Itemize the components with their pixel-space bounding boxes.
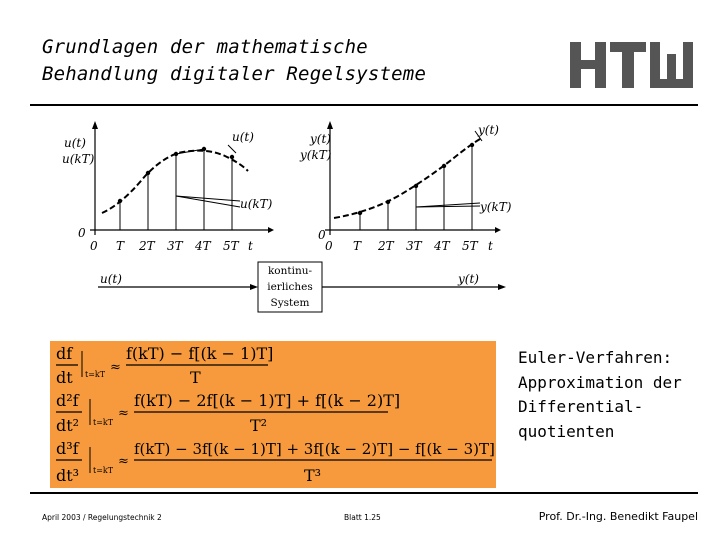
title-line-2: Behandlung digitaler Regelsysteme	[42, 63, 427, 85]
left-x-tick-2T: 2T	[138, 239, 156, 253]
right-annot-ykt: y(kT)	[479, 200, 512, 214]
formula-third-derivative: d³f dt³ t=kT ≈ f(kT) − 3f[(k − 1)T] + 3f…	[56, 439, 495, 485]
block-text-2: ierliches	[267, 281, 313, 293]
f3-lhs-den: dt³	[56, 466, 79, 485]
f3-eval: t=kT	[93, 466, 114, 475]
f2-rhs-den: T²	[250, 416, 267, 435]
right-x-tick-T: T	[353, 239, 362, 253]
block-output-label: y(t)	[457, 272, 479, 286]
left-x-tick-3T: 3T	[167, 239, 184, 253]
f1-lhs-num: df	[56, 344, 73, 363]
footer-left: April 2003 / Regelungstechnik 2	[42, 513, 162, 522]
f1-eval: t=kT	[85, 370, 106, 379]
f2-eval: t=kT	[93, 418, 114, 427]
footer-author: Prof. Dr.-Ing. Benedikt Faupel	[538, 510, 698, 523]
left-x-tick-4T: 4T	[194, 239, 212, 253]
footer-divider	[30, 492, 698, 494]
formula-second-derivative: d²f dt² t=kT ≈ f(kT) − 2f[(k − 1)T] + f[…	[56, 391, 400, 435]
right-y-label-yt: y(t)	[309, 132, 331, 146]
system-block: u(t) y(t) kontinu- ierliches System	[98, 261, 506, 313]
right-y-label-ykt: y(kT)	[299, 148, 332, 162]
right-annot-yt: y(t)	[477, 123, 499, 137]
f2-lhs-num: d²f	[56, 391, 80, 410]
f2-approx: ≈	[118, 406, 129, 421]
left-plot	[90, 121, 274, 235]
f1-rhs-den: T	[190, 368, 201, 387]
left-annot-ut: u(t)	[232, 130, 254, 144]
sampling-figure: u(t) u(kT) 0 0 T 2T 3T 4T 5T t u(t) u(kT…	[62, 121, 512, 313]
f1-lhs-den: dt	[56, 368, 73, 387]
right-x-tick-4T: 4T	[433, 239, 451, 253]
f1-approx: ≈	[110, 360, 121, 375]
f3-rhs-den: T³	[304, 466, 321, 485]
f1-rhs-num: f(kT) − f[(k − 1)T]	[126, 344, 273, 363]
right-x-tick-t: t	[488, 239, 493, 253]
euler-line-3: Differential-	[518, 397, 644, 416]
page-title: Grundlagen der mathematische Behandlung …	[42, 34, 426, 88]
f3-rhs-num: f(kT) − 3f[(k − 1)T] + 3f[(k − 2)T] − f[…	[134, 440, 495, 458]
right-y-label-zero: 0	[318, 228, 326, 242]
left-y-label-zero: 0	[78, 226, 86, 240]
right-x-tick-3T: 3T	[406, 239, 423, 253]
f2-lhs-den: dt²	[56, 416, 79, 435]
right-plot	[325, 121, 501, 235]
title-line-1: Grundlagen der mathematische	[42, 36, 368, 58]
left-y-label-ut: u(t)	[64, 136, 86, 150]
f3-approx: ≈	[118, 454, 129, 469]
left-x-tick-0: 0	[90, 239, 98, 253]
right-x-tick-0: 0	[325, 239, 333, 253]
euler-line-2: Approximation der	[518, 372, 682, 392]
formula-background	[50, 341, 496, 488]
header-divider	[30, 104, 698, 106]
f2-rhs-num: f(kT) − 2f[(k − 1)T] + f[(k − 2)T]	[134, 391, 400, 410]
euler-line-4: quotienten	[518, 421, 615, 441]
block-text-3: System	[271, 297, 310, 309]
left-y-label-ukt: u(kT)	[62, 152, 95, 166]
left-x-tick-T: T	[116, 239, 125, 253]
right-x-tick-5T: 5T	[462, 239, 479, 253]
block-input-label: u(t)	[100, 272, 122, 286]
euler-line-1: Euler-Verfahren:	[518, 348, 673, 367]
left-x-tick-t: t	[248, 239, 253, 253]
formula-first-derivative: df dt t=kT ≈ f(kT) − f[(k − 1)T] T	[56, 344, 273, 387]
htw-logo	[570, 42, 693, 88]
block-text-1: kontinu-	[268, 265, 313, 277]
f3-lhs-num: d³f	[56, 439, 80, 458]
right-x-tick-2T: 2T	[377, 239, 395, 253]
left-annot-ukt: u(kT)	[240, 197, 273, 211]
footer-page: Blatt 1.25	[344, 513, 381, 522]
left-x-tick-5T: 5T	[223, 239, 240, 253]
euler-description: Euler-Verfahren: Approximation der Diffe…	[518, 346, 708, 444]
euler-formulas: df dt t=kT ≈ f(kT) − f[(k − 1)T] T d²f d…	[56, 344, 495, 485]
